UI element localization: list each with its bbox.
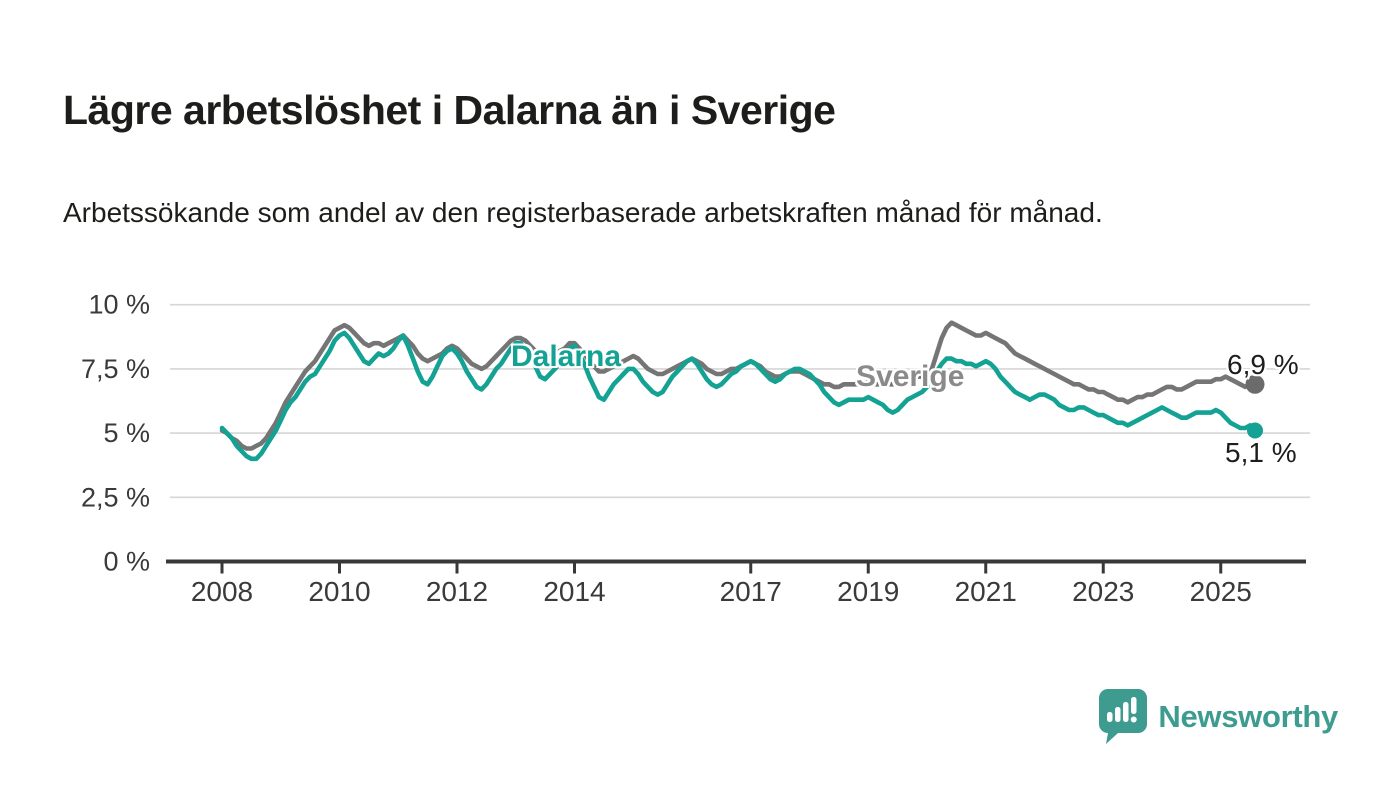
end-dot-dalarna [1247,422,1263,439]
end-value-label-sverige: 6,9 % [1227,349,1299,380]
x-axis-tick-label: 2019 [837,576,899,607]
end-dot-sverige [1245,374,1265,394]
chart-subtitle: Arbetssökande som andel av den registerb… [63,197,1103,228]
end-value-label-dalarna: 5,1 % [1225,437,1297,468]
x-axis-tick-label: 2008 [191,576,253,607]
x-axis-tick-label: 2012 [426,576,488,607]
line-dalarna [219,330,1258,462]
bar-1 [1107,712,1113,722]
brand-name: Newsworthy [1158,699,1338,734]
series-label-dalarna: Dalarna [511,340,622,373]
x-axis-tick-label: 2025 [1190,576,1252,607]
x-axis-tick-label: 2014 [543,576,605,607]
page-title: Lägre arbetslöshet i Dalarna än i Sverig… [63,87,836,134]
bar-chart-speech-bubble-icon [1099,689,1148,744]
y-axis-tick-label: 5 % [103,418,150,448]
exclamation-dot [1131,716,1138,723]
bar-3 [1123,702,1129,722]
y-axis-tick-label: 10 % [88,290,150,320]
y-axis-tick-label: 0 % [103,547,150,577]
exclamation-bar [1131,697,1137,714]
x-axis-tick-label: 2017 [720,576,782,607]
x-axis-tick-label: 2010 [308,576,370,607]
line-sverige [219,320,1258,451]
x-axis-tick-label: 2021 [955,576,1017,607]
newsworthy-branding: Newsworthy [1098,688,1338,746]
y-axis-tick-label: 2,5 % [81,482,150,512]
series-label-sverige: Sverige [856,360,965,393]
y-axis-tick-label: 7,5 % [81,354,150,384]
x-axis-tick-label: 2023 [1072,576,1134,607]
bar-2 [1115,707,1121,722]
